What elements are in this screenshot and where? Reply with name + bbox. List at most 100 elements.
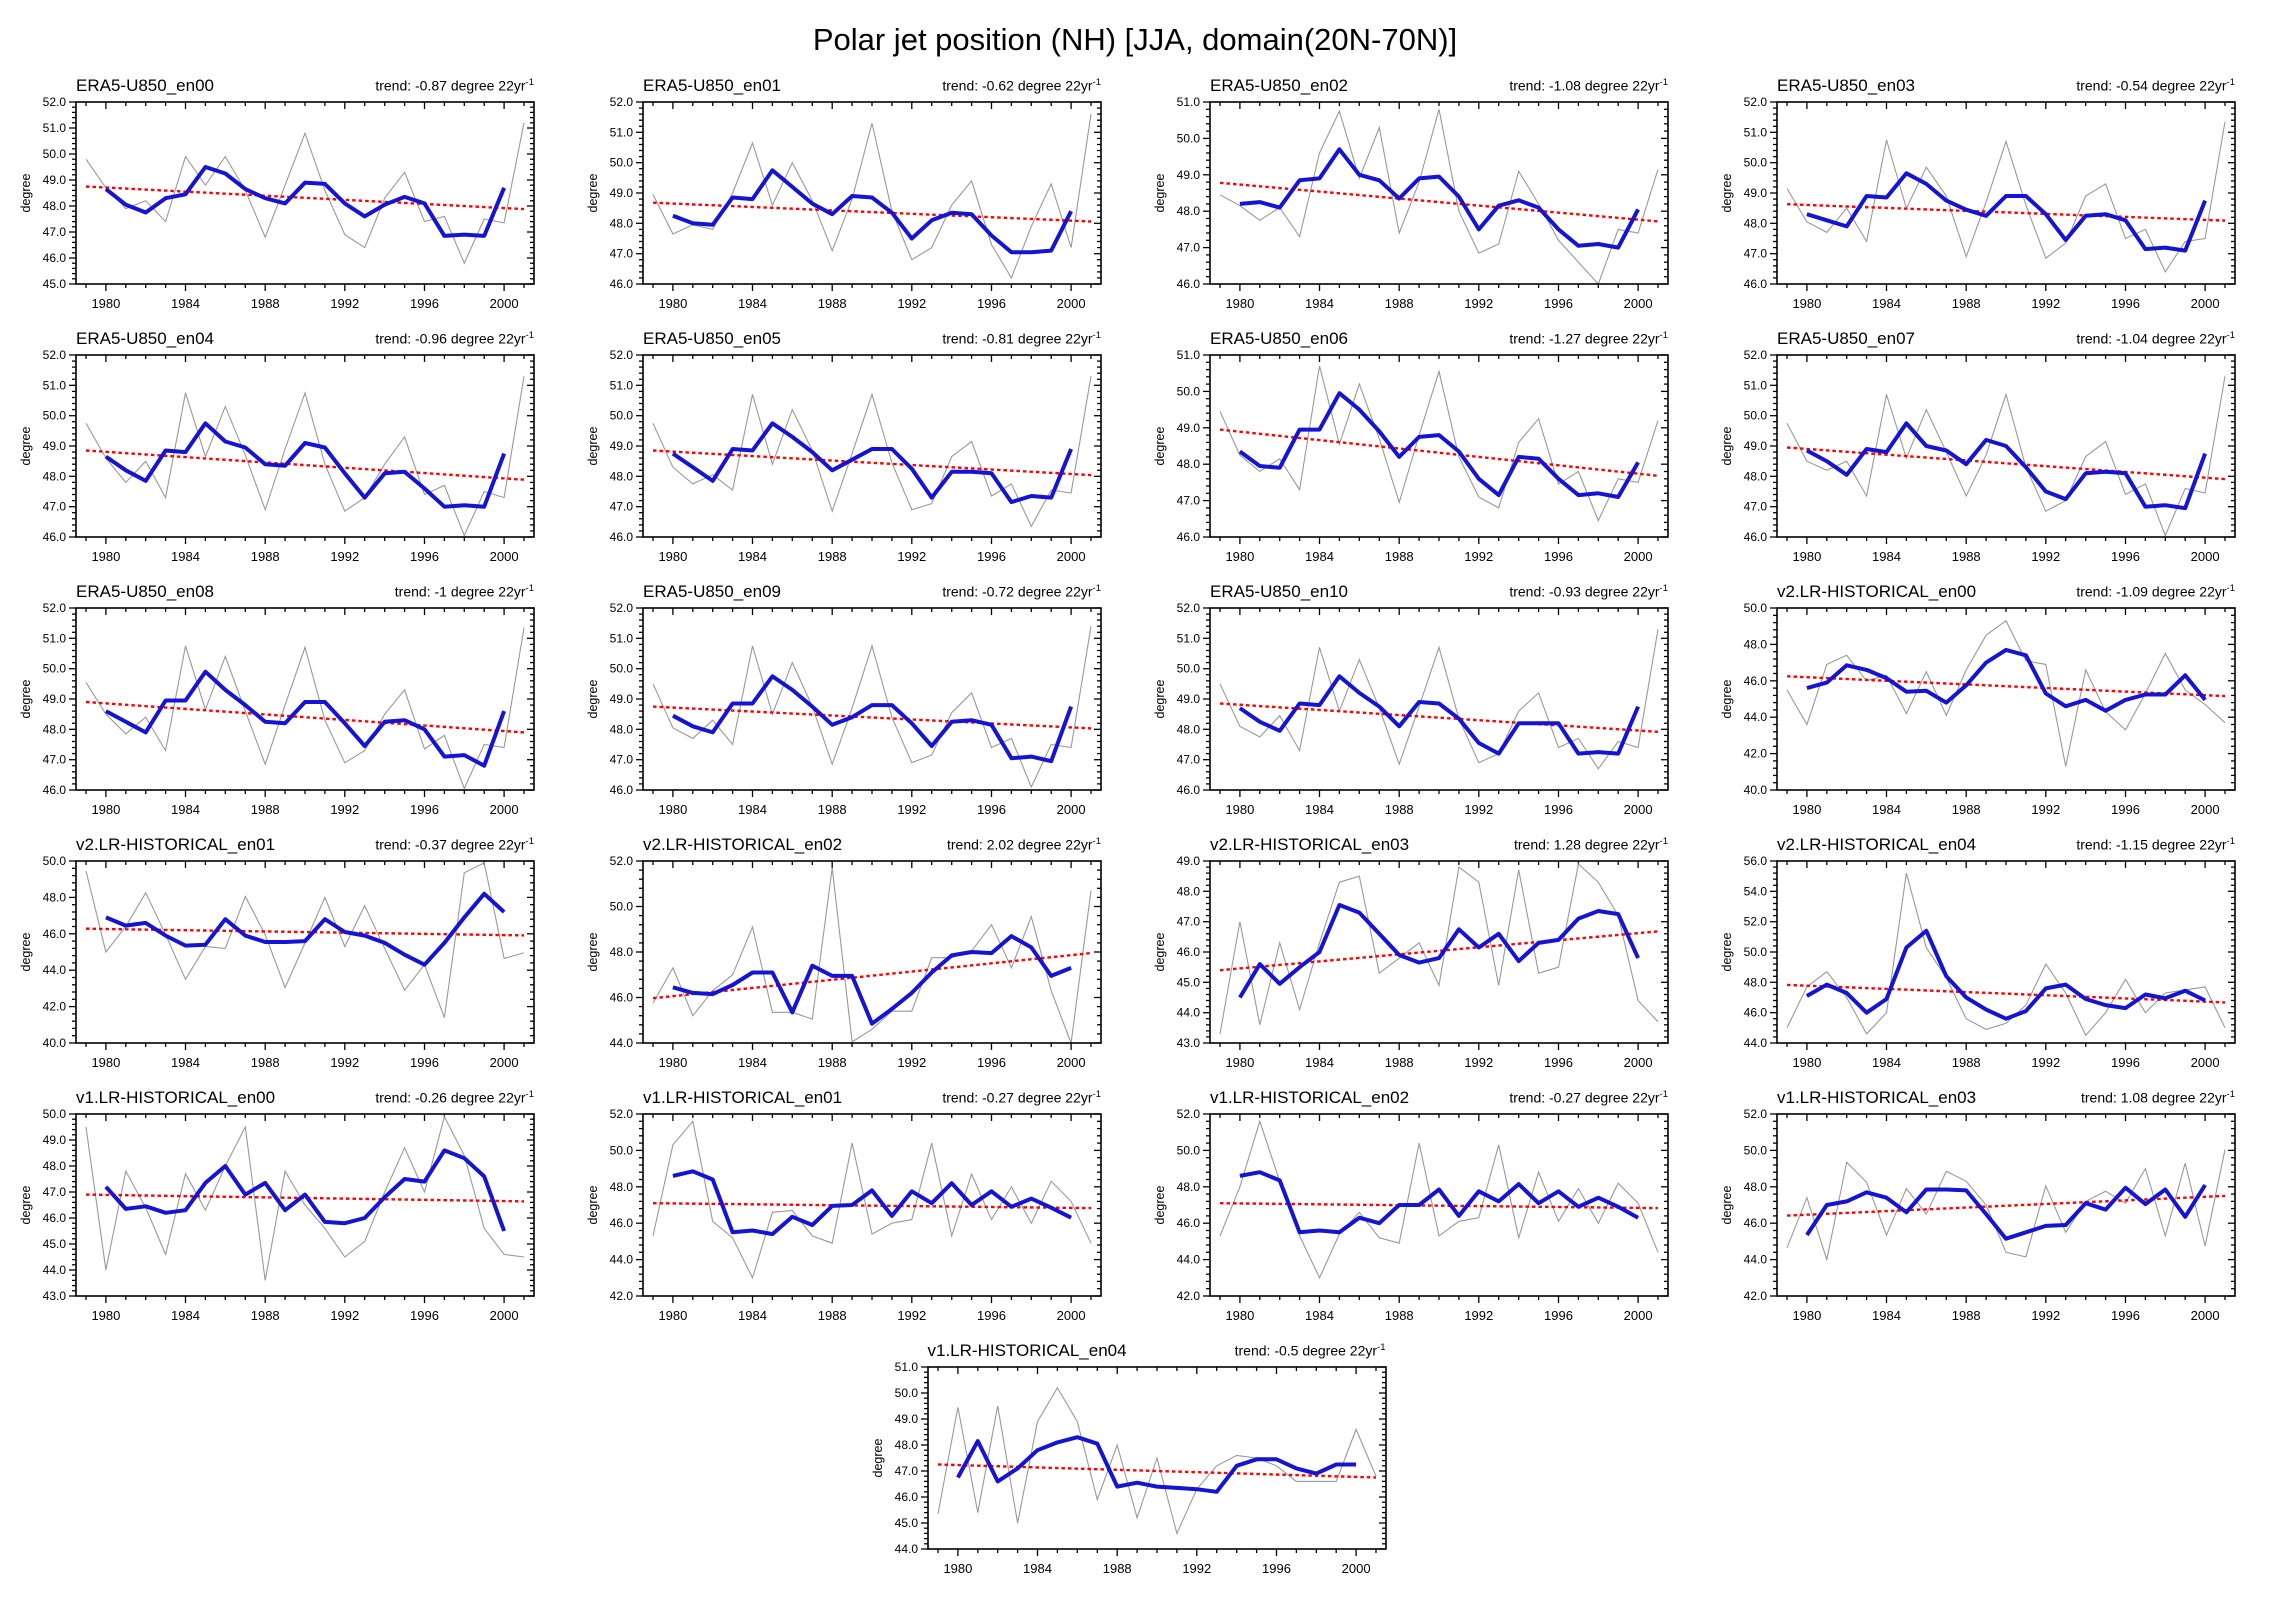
svg-text:1984: 1984: [171, 549, 200, 564]
plot-frame: [1209, 1113, 1669, 1297]
chart-panel-header: ERA5-U850_en10 trend: -0.93 degree 22yr-…: [1210, 582, 1668, 602]
chart-trend-label: trend: -0.27 degree 22yr-1: [942, 1089, 1101, 1106]
chart-panel-header: ERA5-U850_en09 trend: -0.72 degree 22yr-…: [643, 582, 1101, 602]
svg-text:1996: 1996: [410, 549, 439, 564]
smooth-series-line: [1805, 421, 2207, 511]
plot-frame: [926, 1366, 1387, 1550]
chart-canvas: 1980 1984 1988 1992 1996 2000 40.0 42.0 44.0 46.0…: [19, 854, 535, 1070]
raw-series-line: [85, 1115, 525, 1281]
svg-text:1980: 1980: [1792, 802, 1821, 817]
chart-canvas: 1980 1984 1988 1992 1996 2000 45.0 46.0 47.0 48.0…: [19, 95, 535, 311]
svg-text:46.0: 46.0: [43, 530, 67, 544]
svg-text:50.0: 50.0: [1177, 384, 1201, 398]
smooth-series-line: [671, 421, 1073, 505]
chart-trend-label: trend: -1.09 degree 22yr-1: [2076, 583, 2235, 600]
trend-text: trend: -0.27 degree 22yr: [1509, 1090, 1660, 1106]
svg-text:42.0: 42.0: [1744, 1289, 1768, 1303]
chart-canvas: 1980 1984 1988 1992 1996 2000 43.0 44.0 45.0 46.0…: [1153, 854, 1669, 1070]
chart-trend-label: trend: -0.26 degree 22yr-1: [375, 1089, 534, 1106]
chart-canvas: 1980 1984 1988 1992 1996 2000 42.0 44.0 46.0 48.0…: [586, 1107, 1102, 1323]
svg-text:1996: 1996: [410, 296, 439, 311]
svg-text:1980: 1980: [91, 802, 120, 817]
chart-panel-header: ERA5-U850_en03 trend: -0.54 degree 22yr-…: [1777, 76, 2235, 96]
svg-text:1996: 1996: [2111, 296, 2140, 311]
svg-text:1984: 1984: [738, 1308, 767, 1323]
chart-row: 1980 1984 1988 1992 1996 2000 46.0 47.0 48.0 49.0…: [0, 572, 2270, 825]
svg-text:2000: 2000: [1057, 1308, 1086, 1323]
plot-frame: [75, 607, 535, 791]
chart-panel: 1980 1984 1988 1992 1996 2000 43.0 44.0 45.0 46.0…: [1134, 825, 1701, 1078]
svg-text:1992: 1992: [1464, 1055, 1493, 1070]
svg-text:56.0: 56.0: [1744, 854, 1768, 868]
svg-text:51.0: 51.0: [1177, 348, 1201, 362]
smooth-series-line: [1239, 147, 1640, 250]
trend-superscript: -1: [525, 1089, 534, 1101]
axis-ticks: [1770, 354, 2235, 544]
svg-text:50.0: 50.0: [43, 662, 67, 676]
svg-text:47.0: 47.0: [1177, 915, 1201, 929]
svg-text:1980: 1980: [1225, 802, 1254, 817]
svg-text:52.0: 52.0: [1744, 95, 1768, 109]
svg-text:52.0: 52.0: [1744, 1107, 1768, 1121]
svg-text:1988: 1988: [251, 802, 280, 817]
plot-frame: [75, 860, 535, 1044]
svg-text:46.0: 46.0: [1744, 1006, 1768, 1020]
svg-text:50.0: 50.0: [610, 1143, 634, 1157]
trend-text: trend: -0.27 degree 22yr: [942, 1090, 1093, 1106]
svg-text:49.0: 49.0: [610, 692, 634, 706]
smooth-series-line: [671, 674, 1073, 764]
svg-text:1988: 1988: [818, 549, 847, 564]
smooth-series-line: [1806, 171, 2207, 253]
svg-text:1980: 1980: [1792, 549, 1821, 564]
svg-text:1996: 1996: [1544, 549, 1573, 564]
svg-text:50.0: 50.0: [1744, 156, 1768, 170]
chart-title: ERA5-U850_en09: [643, 582, 781, 601]
svg-text:46.0: 46.0: [1177, 1216, 1201, 1230]
svg-text:48.0: 48.0: [1744, 1180, 1768, 1194]
svg-text:48.0: 48.0: [610, 469, 634, 483]
plot-frame: [1209, 101, 1669, 285]
plot-frame: [1209, 354, 1669, 538]
chart-panel-header: v2.LR-HISTORICAL_en02 trend: 2.02 degree…: [643, 835, 1101, 855]
chart-canvas: 1980 1984 1988 1992 1996 2000 44.0 46.0 48.0 50.0…: [1720, 854, 2236, 1070]
svg-text:46.0: 46.0: [43, 927, 67, 941]
svg-text:48.0: 48.0: [1744, 637, 1768, 651]
svg-text:50.0: 50.0: [1744, 601, 1768, 615]
svg-text:46.0: 46.0: [1744, 1216, 1768, 1230]
svg-text:54.0: 54.0: [1744, 884, 1768, 898]
plot-frame: [642, 1113, 1102, 1297]
svg-text:44.0: 44.0: [1177, 1006, 1201, 1020]
svg-text:47.0: 47.0: [610, 500, 634, 514]
trend-superscript: -1: [2226, 1089, 2235, 1101]
trend-superscript: -1: [2226, 836, 2235, 848]
y-axis-title: degree: [1720, 679, 1734, 718]
y-axis-title: degree: [1720, 426, 1734, 465]
svg-text:47.0: 47.0: [1177, 753, 1201, 767]
svg-text:1984: 1984: [1872, 802, 1901, 817]
trend-line: [1219, 702, 1659, 733]
svg-text:49.0: 49.0: [610, 439, 634, 453]
trend-text: trend: -1.08 degree 22yr: [1509, 78, 1660, 94]
svg-text:48.0: 48.0: [1744, 469, 1768, 483]
chart-panel: 1980 1984 1988 1992 1996 2000 40.0 42.0 44.0 46.0…: [1701, 572, 2268, 825]
svg-text:46.0: 46.0: [43, 1211, 67, 1225]
y-axis-title: degree: [1153, 1185, 1167, 1224]
svg-text:44.0: 44.0: [1744, 1036, 1768, 1050]
svg-text:2000: 2000: [1624, 296, 1653, 311]
svg-text:48.0: 48.0: [610, 1180, 634, 1194]
svg-text:44.0: 44.0: [610, 1253, 634, 1267]
chart-trend-label: trend: -0.5 degree 22yr-1: [1235, 1342, 1386, 1359]
smooth-series-line: [105, 891, 506, 967]
raw-series-line: [1219, 862, 1659, 1034]
svg-text:1984: 1984: [1305, 802, 1334, 817]
chart-title: ERA5-U850_en00: [76, 76, 214, 95]
trend-superscript: -1: [1659, 1089, 1668, 1101]
chart-title: ERA5-U850_en02: [1210, 76, 1348, 95]
svg-text:1988: 1988: [1385, 802, 1414, 817]
svg-text:50.0: 50.0: [43, 409, 67, 423]
svg-text:1980: 1980: [91, 1308, 120, 1323]
chart-panel: 1980 1984 1988 1992 1996 2000 42.0 44.0 46.0 48.0…: [567, 1078, 1134, 1331]
svg-text:2000: 2000: [1341, 1561, 1370, 1576]
trend-line: [1219, 1202, 1659, 1210]
trend-text: trend: -1.27 degree 22yr: [1509, 331, 1660, 347]
